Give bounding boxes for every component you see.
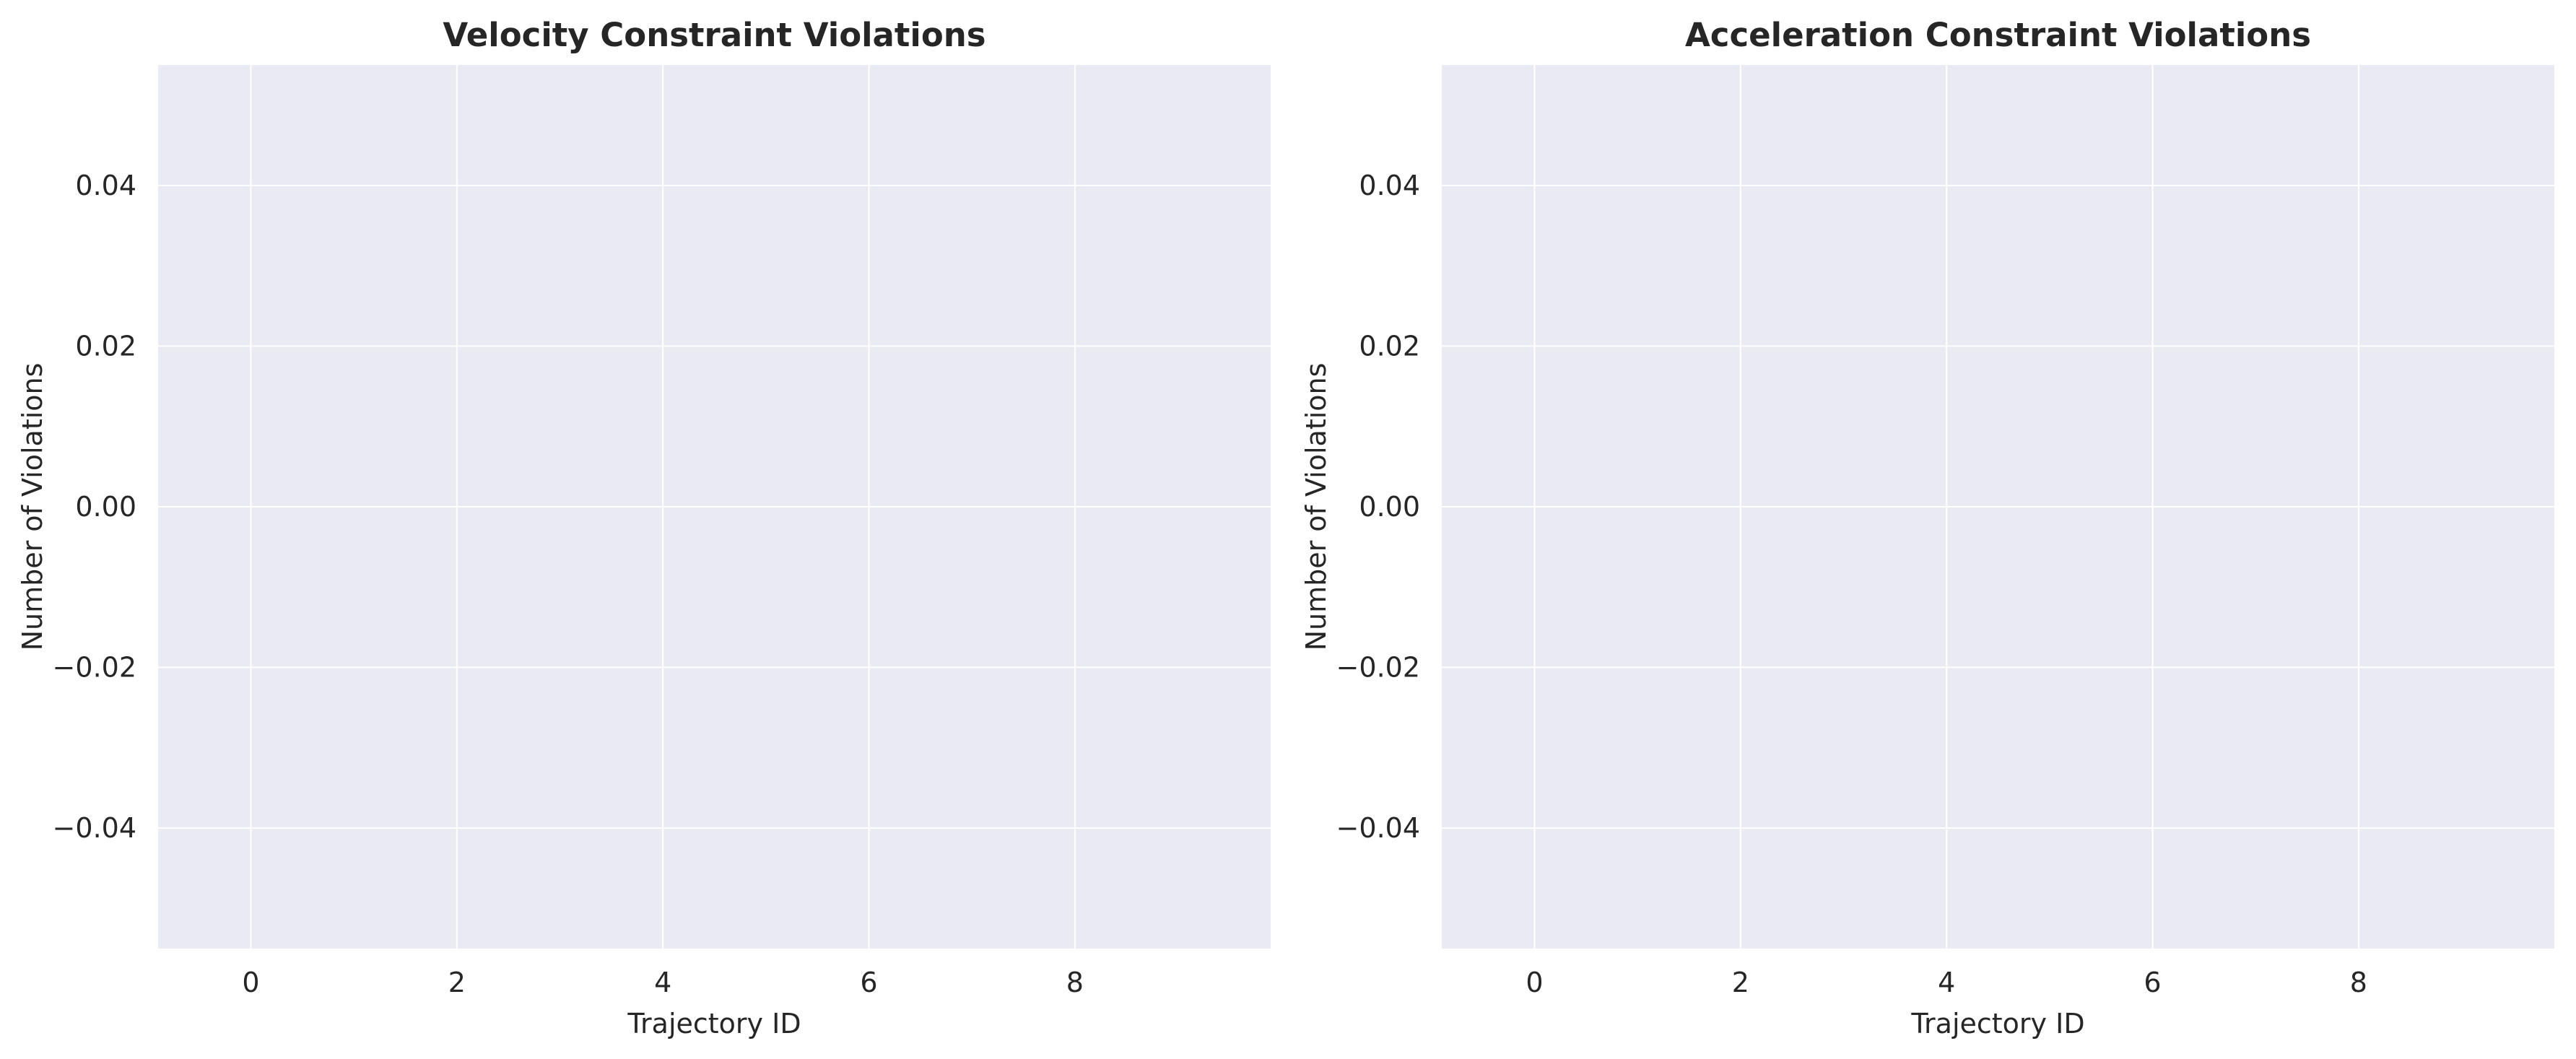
x-tick-label: 6 bbox=[860, 967, 877, 998]
y-tick-label: 0.04 bbox=[75, 170, 136, 201]
y-tick-label: −0.04 bbox=[53, 812, 136, 844]
y-tick-label: 0.02 bbox=[1359, 330, 1420, 362]
y-tick-label: −0.02 bbox=[53, 652, 136, 684]
velocity-violations-chart: 0 2 4 6 8 −0.04 −0.02 0.00 0.02 0.04 Velocity Co… bbox=[17, 16, 1271, 1040]
chart-title: Acceleration Constraint Violations bbox=[1685, 16, 2311, 54]
y-tick-labels: −0.04 −0.02 0.00 0.02 0.04 bbox=[53, 170, 136, 844]
x-tick-label: 2 bbox=[1732, 967, 1749, 998]
chart-title: Velocity Constraint Violations bbox=[443, 16, 985, 54]
y-tick-labels: −0.04 −0.02 0.00 0.02 0.04 bbox=[1336, 170, 1420, 844]
y-axis-label: Number of Violations bbox=[17, 363, 48, 651]
y-tick-label: 0.00 bbox=[75, 491, 136, 523]
acceleration-violations-chart: 0 2 4 6 8 −0.04 −0.02 0.00 0.02 0.04 Acceleratio… bbox=[1300, 16, 2554, 1040]
x-tick-label: 2 bbox=[448, 967, 466, 998]
x-tick-labels: 0 2 4 6 8 bbox=[1526, 967, 2367, 998]
x-axis-label: Trajectory ID bbox=[1910, 1008, 2084, 1040]
x-tick-label: 6 bbox=[2144, 967, 2161, 998]
y-axis-label: Number of Violations bbox=[1300, 363, 1332, 651]
grid-lines bbox=[158, 65, 1271, 949]
x-tick-label: 4 bbox=[654, 967, 671, 998]
y-tick-label: 0.02 bbox=[75, 330, 136, 362]
x-tick-label: 4 bbox=[1938, 967, 1955, 998]
x-tick-label: 0 bbox=[242, 967, 259, 998]
y-tick-label: −0.02 bbox=[1336, 652, 1420, 684]
x-tick-labels: 0 2 4 6 8 bbox=[242, 967, 1084, 998]
y-tick-label: −0.04 bbox=[1336, 812, 1420, 844]
y-tick-label: 0.00 bbox=[1359, 491, 1420, 523]
x-tick-label: 0 bbox=[1526, 967, 1543, 998]
x-axis-label: Trajectory ID bbox=[627, 1008, 801, 1040]
grid-lines bbox=[1442, 65, 2554, 949]
x-tick-label: 8 bbox=[1066, 967, 1084, 998]
x-tick-label: 8 bbox=[2350, 967, 2367, 998]
y-tick-label: 0.04 bbox=[1359, 170, 1420, 201]
